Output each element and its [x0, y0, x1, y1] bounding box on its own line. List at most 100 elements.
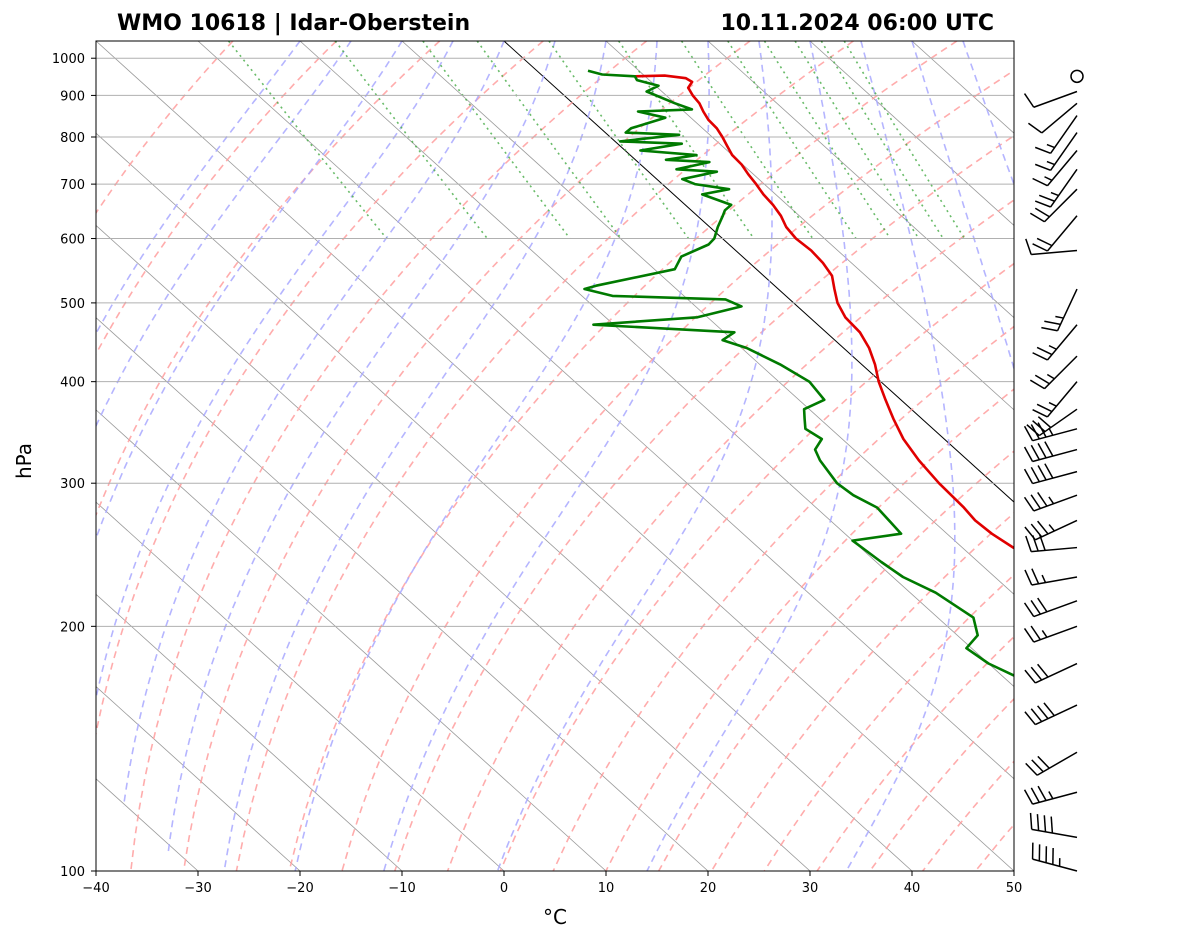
wind-barb-feather: [1025, 447, 1033, 461]
dry-adiabat-line: [817, 41, 1181, 871]
wind-barb-feather: [1031, 467, 1039, 481]
dry-adiabat-line: [764, 41, 1181, 871]
wind-barb-half-feather: [1051, 193, 1059, 196]
isotherm-line: [0, 41, 912, 871]
wind-barb-calm: [1071, 70, 1083, 82]
wind-barb-half-feather: [1049, 403, 1056, 407]
x-tick-label: −30: [184, 881, 211, 896]
wind-barb-feather: [1035, 208, 1049, 216]
x-tick-label: −10: [388, 881, 415, 896]
wind-barb-feather: [1031, 813, 1032, 829]
wind-barb-feather: [1031, 524, 1041, 537]
wind-barb-feather: [1033, 410, 1048, 417]
wind-barb: [1027, 409, 1077, 435]
wind-barb-feather: [1038, 706, 1048, 719]
wind-barb-feather: [1026, 536, 1031, 552]
wind-barb-half-feather: [1049, 346, 1056, 350]
moist-adiabat-line: [295, 41, 657, 871]
dry-adiabat-line: [236, 41, 853, 871]
wind-barb-feather: [1037, 238, 1052, 245]
x-tick-label: 50: [1006, 881, 1023, 896]
wind-barb-feather: [1025, 94, 1034, 108]
wind-barb-feather: [1035, 147, 1050, 153]
mixing-ratio-line: [335, 41, 487, 239]
isotherm-line: [0, 41, 708, 871]
wind-barb: [1025, 786, 1077, 804]
wind-barb-feather: [1035, 201, 1050, 207]
isotherm-line: [198, 41, 1116, 871]
wind-barb-feather: [1038, 664, 1048, 677]
y-tick-label: 1000: [52, 52, 85, 67]
wind-barb-feather: [1038, 521, 1048, 534]
wind-barb-feather: [1038, 786, 1046, 800]
moist-adiabat-line: [384, 41, 709, 871]
dry-adiabat-line: [25, 41, 440, 871]
wind-barb: [1025, 664, 1077, 683]
y-tick-label: 500: [60, 297, 85, 312]
moist-adiabat-line: [124, 41, 505, 807]
wind-barb: [1035, 133, 1077, 171]
wind-barb-feather: [1041, 328, 1057, 331]
isotherm-line: [0, 41, 300, 871]
isotherm-line: [504, 41, 1181, 871]
dry-adiabat-line: [78, 41, 543, 871]
x-tick-label: −40: [82, 881, 109, 896]
y-tick-label: 700: [60, 178, 85, 193]
wind-barb: [1025, 492, 1077, 510]
wind-barb-half-feather: [1042, 630, 1047, 637]
wind-barb-feather: [1033, 353, 1048, 360]
wind-barb-feather: [1035, 375, 1049, 383]
wind-barb: [1025, 423, 1077, 441]
x-tick-label: 10: [598, 881, 615, 896]
wind-barb-half-feather: [1049, 497, 1054, 504]
moist-adiabat-line: [912, 41, 1090, 871]
wind-barb-feather: [1031, 788, 1039, 802]
wind-barb-half-feather: [1042, 575, 1045, 583]
wind-barb: [1025, 442, 1077, 462]
mixing-ratio-line: [549, 41, 689, 239]
wind-barb: [1025, 598, 1077, 616]
wind-barb-feather: [1031, 445, 1039, 459]
wind-barb-feather: [1031, 600, 1040, 614]
wind-barb-feather: [1031, 709, 1041, 722]
moist-adiabat-line: [46, 41, 402, 740]
dry-adiabat-line: [0, 41, 336, 871]
dry-adiabat-line: [342, 41, 1060, 871]
wind-barb-half-feather: [1055, 316, 1063, 318]
wind-barb-feather: [1037, 814, 1038, 830]
y-tick-label: 800: [60, 131, 85, 146]
x-tick-label: 20: [700, 881, 717, 896]
wind-barb-staff: [1031, 251, 1077, 255]
wind-barb-feather: [1032, 569, 1039, 584]
wind-barb-half-feather: [1049, 525, 1054, 531]
isotherm-line: [708, 41, 1181, 871]
wind-barb-feather: [1031, 626, 1040, 640]
wind-barb-feather: [1044, 703, 1054, 716]
wind-barb-feather: [1025, 628, 1034, 642]
wind-barb: [1033, 150, 1077, 185]
wind-barb: [1028, 103, 1077, 133]
wind-barb-feather: [1031, 495, 1040, 509]
y-tick-label: 400: [60, 376, 85, 391]
wind-barb: [1041, 289, 1077, 331]
wind-barb: [1025, 464, 1077, 484]
wind-barb-feather: [1025, 790, 1033, 804]
temperature-line: [635, 76, 1181, 871]
isotherm-line: [810, 41, 1181, 871]
dry-adiabat-line: [448, 41, 1181, 871]
x-tick-label: 30: [802, 881, 819, 896]
moist-adiabat-line: [224, 41, 606, 871]
wind-barb-feather: [1025, 670, 1035, 683]
wind-barb-feather: [1030, 213, 1044, 221]
wind-barb-feather: [1038, 492, 1047, 506]
wind-barb-feather: [1033, 244, 1048, 251]
wind-barb-feather: [1025, 570, 1032, 585]
dry-adiabat-line: [1134, 41, 1181, 871]
wind-barb-feather: [1032, 760, 1043, 772]
wind-barb-feather: [1031, 667, 1041, 680]
wind-barb: [1026, 752, 1077, 775]
wind-barbs: [1025, 70, 1083, 871]
